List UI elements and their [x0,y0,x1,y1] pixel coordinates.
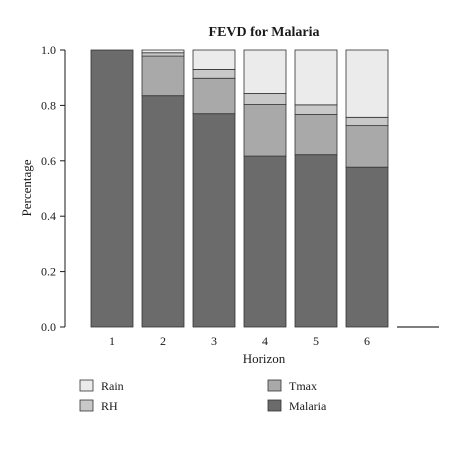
x-tick-label: 2 [160,334,166,348]
bar-segment-tmax-2 [141,55,185,97]
axis-layer: 1 2 3 4 5 6 0.0 0.2 0.4 0.6 0.8 1.0 [41,43,370,348]
bar-segment-rain-3 [192,49,236,70]
legend-label-tmax: Tmax [289,379,317,393]
x-tick-label: 3 [211,334,217,348]
bar-segment-malaria-6 [345,166,389,328]
legend-label-malaria: Malaria [289,399,327,413]
bar-segment-rh-3 [192,68,236,79]
y-tick-label: 0.2 [41,265,56,279]
legend-swatch-rh [79,399,94,412]
bar-segment-rh-6 [345,116,389,127]
legend-swatch-malaria [267,399,282,412]
x-axis-label: Horizon [243,351,286,366]
bar-segment-malaria-3 [192,113,236,328]
x-tick-label: 5 [313,334,319,348]
y-tick-label: 0.6 [41,154,56,168]
bar-segment-tmax-6 [345,125,389,168]
legend: Rain Tmax RH Malaria [79,379,327,413]
x-tick-label: 6 [364,334,370,348]
legend-swatch-rain [79,379,94,392]
bar-segment-malaria-1 [90,49,134,328]
bar-segment-rh-4 [243,93,287,105]
y-tick-label: 1.0 [41,43,56,57]
bar-segment-tmax-4 [243,104,287,157]
bar-segment-malaria-2 [141,95,185,328]
bar-segment-malaria-4 [243,155,287,328]
x-tick-label: 4 [262,334,268,348]
x-tick-label: 1 [109,334,115,348]
y-axis-label: Percentage [19,159,34,216]
bar-segment-tmax-5 [294,114,338,156]
bars-layer [90,49,439,328]
y-tick-label: 0.0 [41,320,56,334]
y-tick-label: 0.4 [41,209,56,223]
bar-segment-rh-5 [294,104,338,115]
bar-segment-rain-4 [243,49,287,94]
chart-title: FEVD for Malaria [209,25,320,40]
bar-segment-rh-2 [141,52,185,57]
y-tick-label: 0.8 [41,98,56,112]
legend-swatch-tmax [267,379,282,392]
bar-segment-tmax-3 [192,77,236,115]
bar-segment-rain-5 [294,49,338,106]
bar-segment-rain-6 [345,49,389,118]
bar-segment-rain-2 [141,49,185,54]
legend-label-rh: RH [101,399,118,413]
bar-segment-malaria-5 [294,154,338,328]
legend-label-rain: Rain [101,379,124,393]
